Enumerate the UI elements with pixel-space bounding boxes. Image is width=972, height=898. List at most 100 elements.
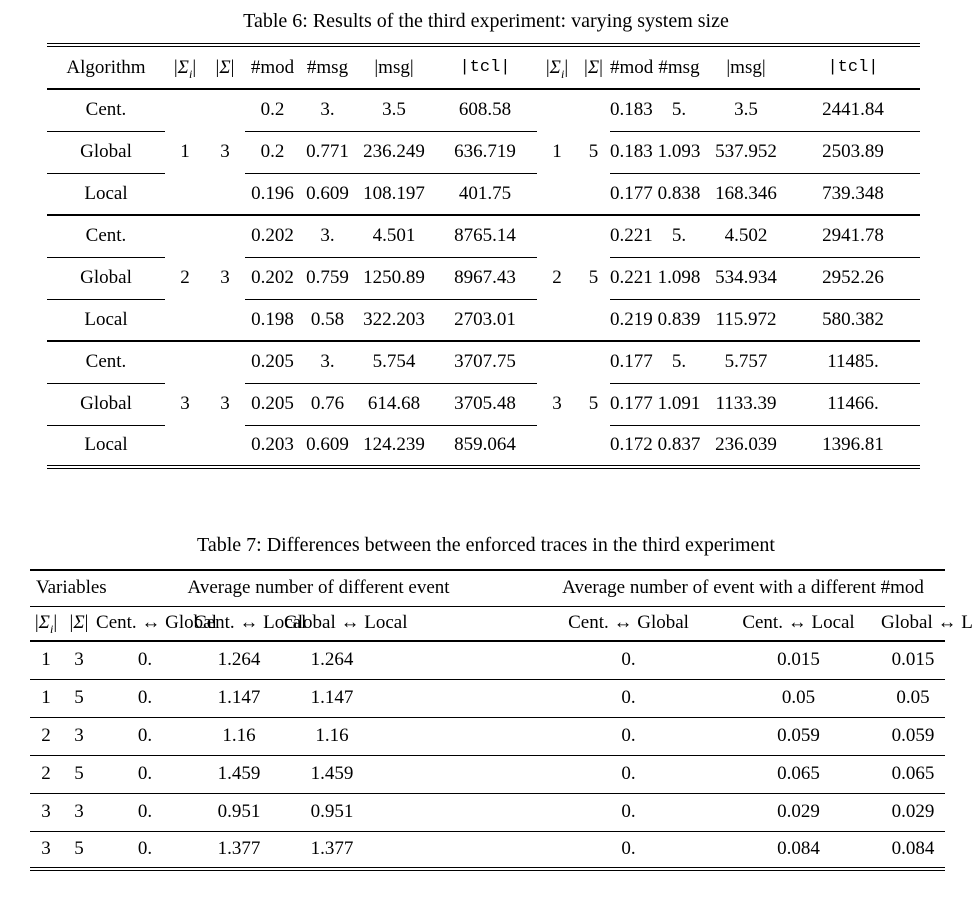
msg-count-cell: 0.759 [300, 257, 355, 300]
header-cent-local: Cent. ↔ Local [716, 606, 882, 642]
sigma-glyph: Σ [587, 56, 600, 78]
sigma-glyph: Σ [38, 612, 50, 634]
cent-local-cell: 1.147 [194, 679, 285, 718]
sigma-i-cell [537, 341, 577, 383]
sigma-i-cell: 2 [180, 267, 190, 288]
table-row: 3 5 0. 1.377 1.377 0. 0.084 0.084 [30, 831, 945, 869]
sigma-i-cell: 1 [552, 141, 562, 162]
bar-glyph: | [599, 56, 603, 78]
cent-local-cell: 0.029 [716, 793, 882, 832]
header-algorithm: Algorithm [47, 45, 165, 90]
global-local-cell: 1.459 [284, 755, 381, 794]
bar-glyph: | [173, 56, 178, 78]
global-local-cell: 0.065 [881, 755, 946, 794]
table-header-row: Algorithm |Σi| |Σ| #mod #msg |msg| |tcl|… [47, 45, 920, 90]
tcl-cell: 401.75 [433, 173, 537, 216]
header-tcl: |tcl| [786, 45, 920, 90]
msg-size-cell: 322.203 [355, 299, 433, 342]
mod-cell: 0.177 [610, 383, 653, 426]
table-row: Global 1 3 0.2 0.771 236.249 636.719 1 5… [47, 131, 920, 174]
msg-count-cell: 0.838 [652, 173, 706, 216]
algorithm-cell: Global [47, 131, 165, 174]
tcl-cell: 8765.14 [433, 215, 537, 258]
msg-count-cell: 1.091 [652, 383, 706, 426]
table-header-row: Variables Average number of different ev… [30, 570, 946, 607]
sigma-i-cell: 2 [30, 717, 62, 756]
subscript-i: i [49, 622, 54, 637]
sigma-cell [205, 425, 245, 467]
header-variables: Variables [30, 570, 107, 607]
bar-glyph: | [564, 56, 569, 78]
bar-glyph: | [69, 612, 74, 634]
msg-size-cell: 4.501 [355, 215, 433, 258]
sigma-cell: 5 [588, 393, 599, 414]
msg-count-cell: 0.76 [300, 383, 355, 426]
msg-count-cell: 5. [652, 215, 706, 258]
bar-glyph: | [584, 56, 588, 78]
table-row: 1 5 0. 1.147 1.147 0. 0.05 0.05 [30, 679, 946, 718]
sigma-cell: 5 [588, 141, 599, 162]
cent-global-cell: 0. [96, 755, 195, 794]
table-row: Global 3 3 0.205 0.76 614.68 3705.48 3 5… [47, 383, 920, 426]
header-sigma-i: |Σi| [537, 45, 577, 90]
sigma-cell [577, 173, 610, 216]
msg-size-cell: 1133.39 [706, 383, 786, 426]
algorithm-cell: Cent. [47, 215, 165, 258]
msg-count-cell: 1.093 [652, 131, 706, 174]
mod-cell: 0.172 [610, 434, 653, 456]
global-local-cell: 1.16 [284, 717, 381, 756]
sigma-cell: 3 [62, 717, 97, 756]
sigma-i-cell [537, 425, 577, 467]
sigma-cell [205, 173, 245, 216]
msg-size-cell: 236.249 [355, 131, 433, 174]
msg-count-cell: 5. [652, 89, 706, 132]
cent-global-cell: 0. [96, 793, 195, 832]
cent-global-cell: 0. [621, 838, 636, 860]
global-local-cell: 1.377 [310, 838, 354, 860]
table6-results: Algorithm |Σi| |Σ| #mod #msg |msg| |tcl|… [47, 43, 920, 469]
msg-count-cell: 0.58 [300, 299, 355, 342]
tcl-cell: 2503.89 [786, 131, 920, 174]
table-row: Local 0.196 0.609 108.197 401.75 0.177 0… [47, 173, 920, 216]
cent-local-cell: 0.015 [716, 641, 882, 680]
tcl-cell: 2441.84 [786, 89, 920, 132]
sigma-i-cell: 3 [30, 793, 62, 832]
table-row: 2 5 0. 1.459 1.459 0. 0.065 0.065 [30, 755, 946, 794]
sigma-glyph: Σ [219, 56, 231, 78]
subscript-i: i [560, 66, 565, 81]
sigma-i-cell [537, 299, 577, 342]
cent-local-cell: 1.16 [194, 717, 285, 756]
bar-glyph: | [53, 612, 58, 634]
sigma-i-cell [165, 299, 205, 342]
header-cent-local: Cent. ↔ Local [194, 606, 306, 642]
tcl-cell: 8967.43 [433, 257, 537, 300]
msg-count-cell: 1.098 [652, 257, 706, 300]
sigma-cell [205, 215, 245, 257]
table-row: Global 2 3 0.202 0.759 1250.89 8967.43 2… [47, 257, 920, 300]
sigma-i-cell: 1 [180, 141, 190, 162]
bar-glyph: | [34, 612, 39, 634]
msg-count-cell: 0.609 [306, 434, 349, 456]
sigma-i-symbol: |Σi| [173, 56, 196, 81]
msg-size-cell: 3.5 [706, 89, 786, 132]
msg-size-cell: 115.972 [706, 299, 786, 342]
header-avg-different-event: Average number of different event [96, 570, 542, 607]
header-mod: #mod [610, 45, 653, 90]
algorithm-cell: Global [47, 257, 165, 300]
algorithm-cell: Cent. [47, 89, 165, 132]
sigma-i-cell [537, 215, 577, 257]
table-row: Local 0.198 0.58 322.203 2703.01 0.219 0… [47, 299, 920, 342]
table-row: Cent. 0.205 3. 5.754 3707.75 0.177 5. 5.… [47, 341, 920, 384]
header-sigma-i: |Σi| [30, 606, 62, 642]
sigma-i-cell: 1 [30, 679, 62, 718]
msg-count-cell: 3. [300, 215, 355, 258]
msg-size-cell: 534.934 [706, 257, 786, 300]
table-row: Cent. 0.2 3. 3.5 608.58 0.183 5. 3.5 244… [47, 89, 920, 132]
mod-cell: 0.202 [245, 257, 300, 300]
header-msg-size: |msg| [355, 45, 433, 90]
header-msg-size: |msg| [706, 45, 786, 90]
table-row: Cent. 0.202 3. 4.501 8765.14 0.221 5. 4.… [47, 215, 920, 258]
subscript-i: i [188, 66, 193, 81]
cent-global-cell: 0. [541, 793, 717, 832]
tcl-cell: 580.382 [786, 299, 920, 342]
